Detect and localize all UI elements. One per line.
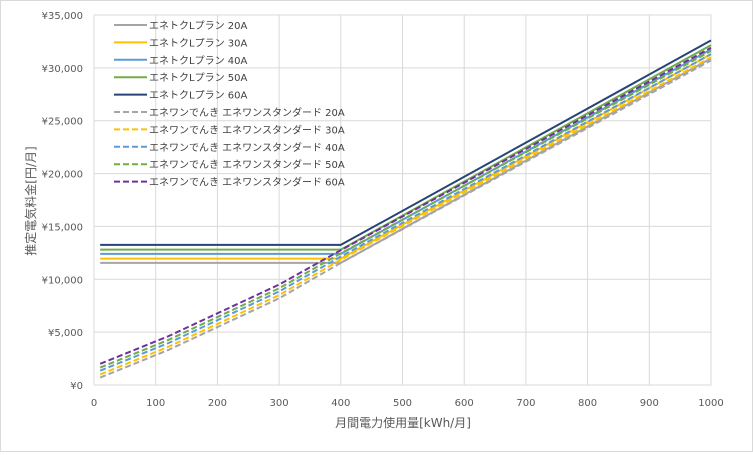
x-tick-label: 600 [455, 398, 474, 409]
y-tick-label: ¥5,000 [48, 328, 83, 339]
x-axis-title: 月間電力使用量[kWh/月] [335, 415, 471, 430]
y-tick-label: ¥0 [70, 381, 83, 392]
x-tick-label: 1000 [698, 398, 723, 409]
series-line [99, 53, 712, 372]
legend-label: エネトクLプラン 30A [149, 37, 247, 49]
series-line [99, 50, 712, 369]
x-tick-label: 800 [578, 398, 597, 409]
legend: エネトクLプラン 20A エネトクLプラン 30A エネトクLプラン 40A エネトク… [114, 20, 345, 189]
x-tick-label: 300 [270, 398, 289, 409]
y-tick-labels: ¥0 ¥5,000 ¥10,000 ¥15,000 ¥20,000 ¥25,000 ¥30,… [42, 11, 83, 392]
series-line [100, 39, 712, 246]
series-line [100, 53, 712, 260]
x-tick-label: 100 [146, 398, 165, 409]
y-tick-label: ¥25,000 [42, 117, 83, 128]
y-tick-label: ¥30,000 [42, 64, 83, 75]
x-tick-label: 0 [91, 398, 97, 409]
legend-label: エネトクLプラン 60A [149, 90, 247, 102]
series-line [99, 59, 712, 379]
x-tick-label: 200 [208, 398, 227, 409]
legend-label: エネワンでんき エネワンスタンダード 60A [149, 176, 345, 189]
x-tick-label: 900 [640, 398, 659, 409]
x-tick-labels: 0 100 200 300 400 500 600 700 800 900 1000 [91, 398, 724, 409]
legend-label: エネワンでんき エネワンスタンダード 50A [149, 158, 345, 171]
y-tick-label: ¥35,000 [42, 11, 83, 22]
legend-label: エネトクLプラン 50A [149, 72, 247, 84]
y-tick-label: ¥15,000 [42, 222, 83, 233]
y-tick-label: ¥20,000 [42, 170, 83, 181]
x-tick-label: 500 [393, 398, 412, 409]
legend-label: エネワンでんき エネワンスタンダード 30A [149, 123, 345, 136]
legend-label: エネワンでんき エネワンスタンダード 40A [149, 141, 345, 154]
legend-label: エネトクLプラン 20A [149, 20, 247, 32]
grid-lines [93, 14, 712, 386]
legend-label: エネワンでんき エネワンスタンダード 20A [149, 106, 345, 119]
series-line [99, 56, 712, 376]
x-tick-label: 700 [516, 398, 535, 409]
y-axis-title: 推定電気料金[円/月] [23, 146, 38, 255]
x-tick-label: 400 [331, 398, 350, 409]
series-line [99, 46, 712, 365]
legend-label: エネトクLプラン 40A [149, 55, 247, 67]
y-tick-label: ¥10,000 [42, 275, 83, 286]
series-layer [99, 39, 712, 379]
